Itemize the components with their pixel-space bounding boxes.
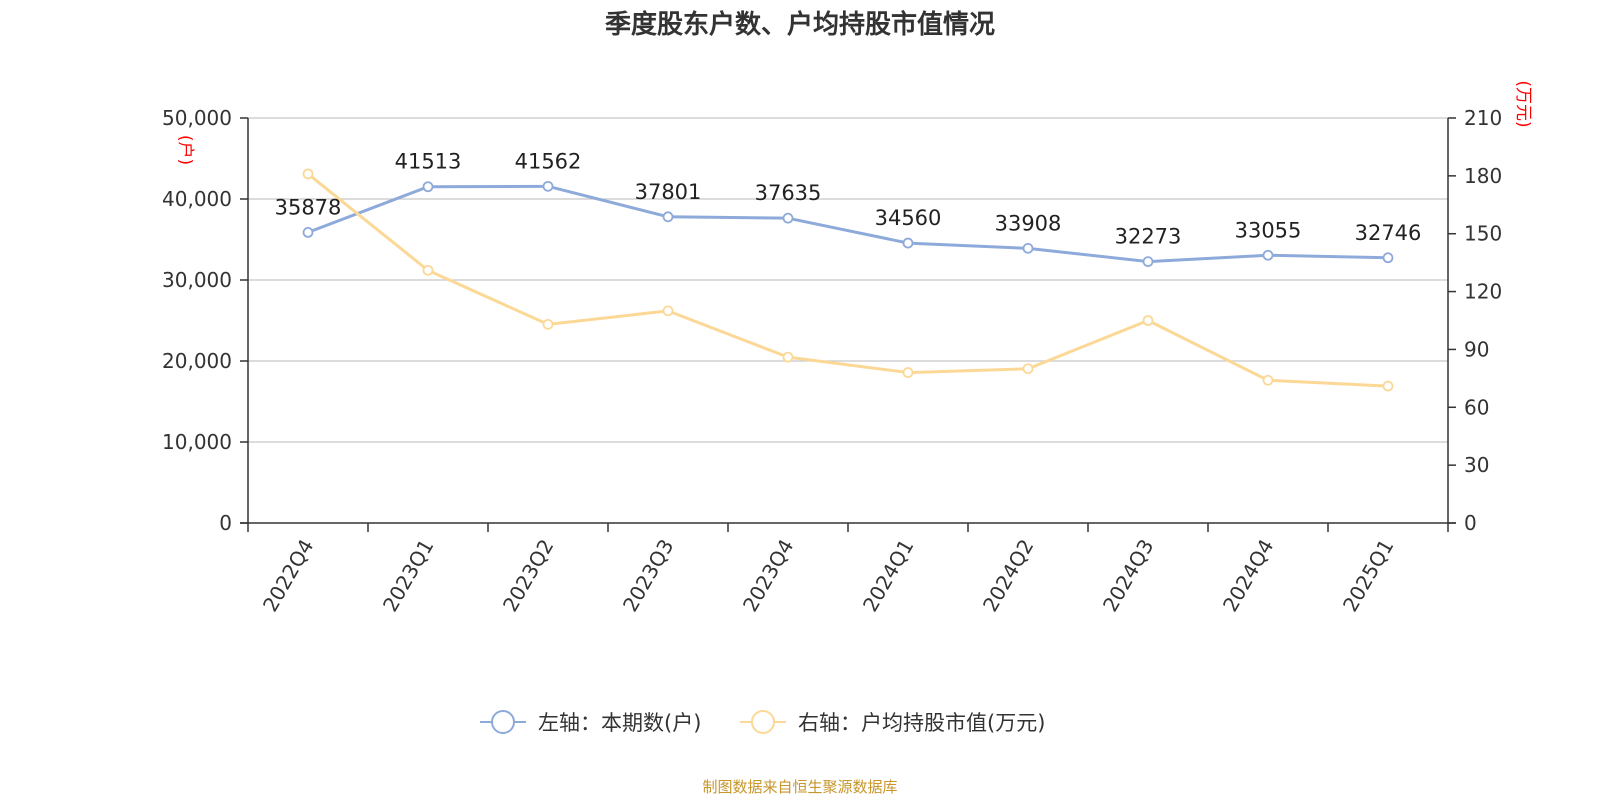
series-2-point: [1142, 315, 1154, 326]
data-label: 34560: [875, 206, 942, 230]
x-tick-label: 2023Q1: [378, 535, 438, 616]
data-label: 35878: [275, 195, 342, 219]
series-2-point: [662, 305, 674, 317]
series-1-point: [422, 181, 434, 193]
data-label: 32273: [1115, 225, 1182, 249]
right-tick-label: 30: [1464, 453, 1489, 477]
data-label: 32746: [1355, 221, 1422, 245]
series-1-point: [782, 212, 794, 224]
x-tick-label: 2023Q3: [618, 535, 678, 616]
right-tick-label: 0: [1464, 511, 1477, 535]
legend-label: 左轴：本期数(户): [538, 711, 701, 735]
x-tick-label: 2023Q4: [738, 535, 798, 616]
right-tick-label: 180: [1464, 164, 1502, 188]
data-label: 41562: [515, 149, 582, 173]
x-tick-label: 2023Q2: [498, 535, 558, 616]
series-1-point: [662, 211, 674, 223]
x-tick-label: 2024Q2: [978, 535, 1038, 616]
series-2-point: [1262, 374, 1274, 386]
left-tick-label: 50,000: [162, 106, 232, 130]
series-line-2: [307, 172, 1389, 388]
legend: 左轴：本期数(户) 右轴：户均持股市值(万元): [480, 710, 1045, 735]
series-1-point: [542, 180, 554, 192]
series-2-point: [422, 264, 434, 276]
legend-marker: [751, 710, 775, 734]
series-2-point: [1382, 380, 1394, 392]
data-label: 37635: [755, 181, 822, 205]
series-1-point: [1142, 256, 1154, 267]
right-tick-label: 120: [1464, 280, 1502, 304]
right-tick-label: 90: [1464, 337, 1489, 361]
right-axis-unit: (万元): [1513, 80, 1533, 127]
chart-title: 季度股东户数、户均持股市值情况: [605, 9, 995, 40]
left-tick-label: 40,000: [162, 187, 232, 211]
x-tick-label: 2024Q3: [1098, 535, 1158, 616]
left-tick-label: 10,000: [162, 430, 232, 454]
data-source: 制图数据来自恒生聚源数据库: [702, 778, 897, 796]
left-tick-label: 20,000: [162, 349, 232, 373]
series-2-point: [1022, 363, 1034, 375]
series-1-point: [302, 226, 314, 238]
x-tick-label: 2025Q1: [1338, 535, 1398, 616]
right-tick-label: 60: [1464, 395, 1489, 419]
x-tick-label: 2022Q4: [258, 535, 318, 616]
x-tick-label: 2024Q1: [858, 535, 918, 616]
series-layer: [302, 168, 1394, 392]
left-tick-label: 0: [219, 511, 232, 535]
data-label: 33908: [995, 211, 1062, 235]
series-1-point: [1262, 249, 1274, 261]
series-1-point: [902, 237, 914, 249]
series-line-1: [307, 184, 1389, 264]
series-2-point: [782, 351, 794, 363]
series-2-point: [902, 367, 914, 378]
series-2-point: [542, 318, 554, 330]
legend-label: 右轴：户均持股市值(万元): [798, 711, 1045, 735]
right-tick-label: 210: [1464, 106, 1502, 130]
left-axis-unit: (户): [175, 135, 195, 165]
series-1-point: [1022, 242, 1034, 254]
right-tick-label: 150: [1464, 222, 1502, 246]
series-1-point: [1382, 252, 1394, 264]
left-tick-label: 30,000: [162, 268, 232, 292]
data-label: 41513: [395, 150, 462, 174]
data-labels: 35878 41513 41562 37801 37635 34560 33908 32273…: [275, 149, 1422, 248]
x-tick-label: 2024Q4: [1218, 535, 1278, 616]
data-label: 37801: [635, 180, 702, 204]
series-2-point: [302, 168, 314, 180]
legend-marker: [491, 710, 515, 734]
data-label: 33055: [1235, 218, 1302, 242]
